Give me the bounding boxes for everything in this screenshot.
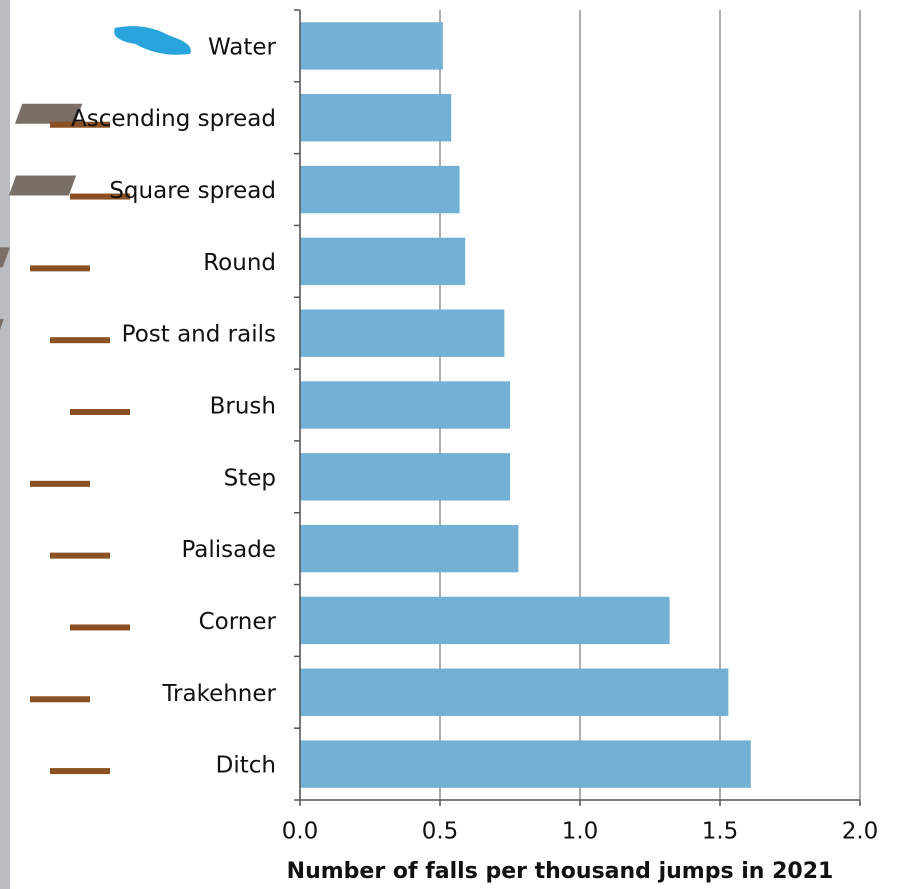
icon — [70, 624, 130, 631]
bar — [300, 309, 505, 357]
y-tick-label: Trakehner — [161, 681, 276, 707]
x-tick-label: 1.0 — [562, 819, 599, 845]
icon — [70, 193, 130, 200]
x-tick-label: 2.0 — [842, 819, 879, 845]
y-tick-label: Post and rails — [122, 322, 276, 348]
y-tick-label: Ditch — [216, 753, 276, 779]
icon — [50, 121, 110, 128]
y-tick-label: Brush — [210, 394, 276, 420]
icon — [50, 337, 110, 344]
bar — [300, 237, 466, 286]
icon — [30, 696, 90, 703]
icon — [8, 175, 77, 196]
y-tick-label: Palisade — [181, 537, 276, 563]
bar — [300, 668, 729, 716]
icon — [50, 768, 110, 775]
y-tick-label: Water — [208, 34, 277, 60]
icon — [70, 409, 130, 415]
x-tick-label: 1.5 — [702, 819, 739, 845]
side-strip — [0, 0, 10, 889]
x-tick-label: 0.5 — [422, 819, 459, 845]
x-axis-title: Number of falls per thousand jumps in 20… — [287, 859, 834, 884]
y-tick-label: Square spread — [109, 178, 276, 204]
bar — [300, 453, 510, 501]
bar — [300, 740, 751, 788]
icon — [14, 103, 83, 124]
y-tick-label: Step — [224, 465, 276, 491]
icon — [30, 480, 90, 487]
bar — [300, 524, 519, 573]
bar — [300, 22, 443, 70]
icon — [114, 26, 191, 55]
y-tick-label: Ascending spread — [71, 106, 276, 132]
y-tick-label: Corner — [199, 609, 277, 635]
bar — [300, 165, 460, 214]
bar — [300, 381, 510, 429]
y-tick-label: Round — [203, 250, 276, 276]
x-tick-label: 0.0 — [282, 819, 319, 845]
bar — [300, 94, 452, 142]
icon — [30, 265, 90, 272]
icon — [50, 552, 110, 559]
bar — [300, 596, 670, 645]
